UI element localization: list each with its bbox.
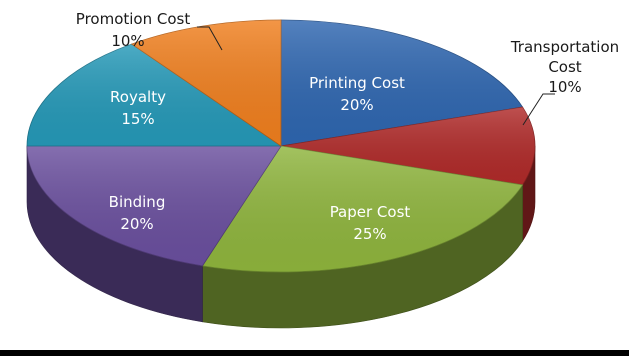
transport-label-line1: Transportation [510, 38, 619, 56]
slice-highlight-paper-cost [202, 146, 523, 272]
transport-value: 10% [548, 78, 581, 96]
leader-lines [197, 26, 555, 126]
slice-value-paper: 25% [353, 225, 386, 243]
transport-label-line2: Cost [548, 58, 581, 76]
slice-highlight-royalty [27, 44, 281, 146]
slice-value-royalty: 15% [121, 110, 154, 128]
slice-label-printing: Printing Cost [309, 74, 405, 92]
slice-highlight-promotion-cost [131, 20, 281, 146]
slice-label-binding: Binding [109, 193, 166, 211]
slice-value-binding: 20% [120, 215, 153, 233]
transport-leader-line [522, 93, 555, 126]
slice-label-royalty: Royalty [110, 88, 166, 106]
pie-slices [26, 19, 536, 273]
bottom-rule [0, 350, 629, 356]
slice-highlight-binding [27, 146, 281, 266]
slice-label-paper: Paper Cost [330, 203, 411, 221]
promotion-leader-line [197, 26, 223, 51]
promotion-value: 10% [111, 32, 144, 50]
promotion-label: Promotion Cost [76, 10, 191, 28]
slice-highlight-printing-cost [281, 20, 523, 146]
slice-highlight-transportation-cost [281, 107, 535, 185]
slice-value-printing: 20% [340, 96, 373, 114]
